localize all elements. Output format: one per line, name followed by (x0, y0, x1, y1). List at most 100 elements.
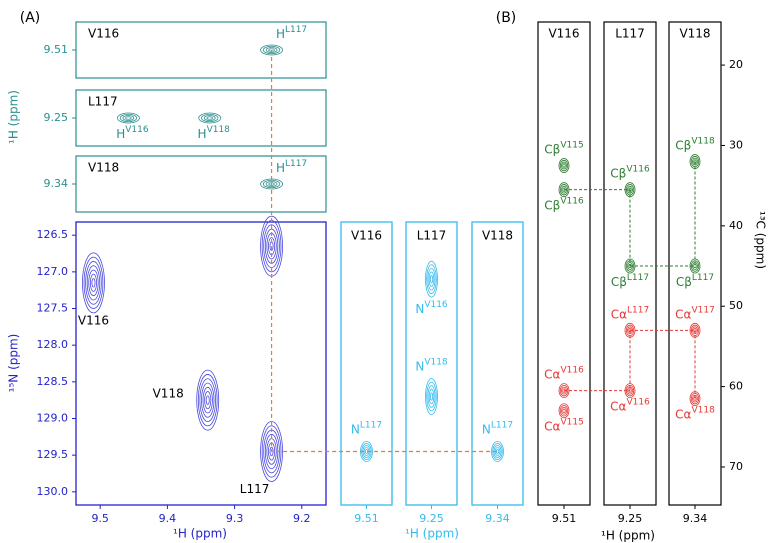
strip-frame (340, 221, 393, 506)
label-base: Cβ (611, 275, 627, 289)
contour-ring (427, 267, 436, 291)
guide-line (270, 50, 498, 453)
contour-ring (627, 185, 633, 194)
strip-name: V116 (548, 27, 579, 41)
label-base: N (482, 422, 491, 436)
label-base: N (351, 422, 360, 436)
peak-label: CαV115 (544, 417, 584, 433)
label-base: Cα (675, 307, 691, 321)
y-tick-label: 126.5 (37, 228, 69, 241)
y-tick-label: 9.51 (44, 43, 69, 56)
label-sup: V116 (626, 397, 650, 407)
contour-ring (198, 112, 222, 124)
peak-label: NV116 (415, 300, 448, 316)
peak-label: CβV116 (610, 164, 650, 180)
label-sup: V117 (691, 305, 714, 315)
contour-ring (196, 369, 220, 431)
y-tick-label: 30 (729, 138, 743, 151)
label-base: H (276, 161, 285, 175)
peak-label: HL117 (276, 25, 307, 41)
contour-ring (559, 159, 569, 172)
contour-ring (85, 261, 102, 305)
contour-ring (559, 184, 569, 196)
peak-label: CαV116 (544, 365, 584, 381)
y-tick-label: 20 (729, 58, 743, 71)
label-sup: V115 (560, 140, 583, 150)
peak-label: CαV118 (675, 405, 715, 421)
label-sup: V118 (691, 405, 715, 415)
panel-label: (B) (496, 10, 517, 26)
contour-ring (205, 395, 210, 405)
contour-ring (561, 406, 567, 415)
label-sup: L117 (627, 273, 649, 283)
label-base: Cα (544, 367, 560, 381)
peak-label: NL117 (482, 420, 513, 436)
contour-ring (426, 381, 437, 412)
label-sup: L117 (285, 159, 307, 169)
y-tick-label: 60 (729, 380, 743, 393)
contour-ring (201, 113, 219, 123)
contour-ring (206, 116, 213, 120)
contour-ring (199, 378, 216, 422)
x-tick-label: 9.2 (293, 512, 311, 525)
contour-ring (562, 163, 566, 168)
contour-ring (562, 408, 566, 413)
y-tick-label: 127.0 (37, 265, 69, 278)
contour-ring (117, 112, 140, 124)
strip-name: V118 (482, 229, 513, 243)
contour-ring (426, 264, 437, 294)
contour-ring (692, 157, 698, 166)
label-sup: L117 (491, 420, 513, 430)
contour-ring (558, 403, 570, 419)
contour-ring (559, 384, 569, 397)
y-tick-label: 128.5 (37, 375, 69, 388)
y-tick-label: 128.0 (37, 338, 69, 351)
contour-ring (558, 158, 570, 173)
contour-ring (202, 386, 213, 414)
x-tick-label: 9.3 (226, 512, 244, 525)
contour-ring (201, 382, 215, 418)
strip-name: V116 (351, 229, 382, 243)
label-base: N (415, 359, 424, 373)
label-base: Cβ (544, 198, 560, 212)
x-axis-label: ¹H (ppm) (601, 529, 655, 543)
peak-label: HL117 (276, 159, 307, 175)
label-sup: L117 (360, 420, 382, 430)
x-tick-label: 9.51 (552, 512, 577, 525)
peak-label: CβV118 (675, 136, 715, 152)
peak-label: V116 (78, 313, 109, 327)
peak-label: CαV117 (675, 305, 715, 321)
contour-ring (425, 378, 438, 415)
contour-ring (262, 179, 281, 189)
label-base: H (276, 27, 285, 41)
contour-ring (561, 161, 567, 170)
x-tick-label: 9.5 (91, 512, 109, 525)
label-base: Cβ (675, 138, 691, 152)
contour-ring (269, 446, 274, 457)
label-base: H (116, 127, 125, 141)
peak-label: CβL117 (611, 273, 649, 289)
strip-name: L117 (615, 27, 645, 41)
y-tick-label: 70 (729, 460, 743, 473)
contour-ring (428, 388, 435, 405)
label-sup: V115 (560, 417, 583, 427)
contour-ring (82, 252, 105, 314)
x-axis-label: ¹H (ppm) (405, 527, 459, 541)
label-sup: V118 (207, 125, 231, 135)
contour-ring (429, 275, 434, 284)
label-sup: L117 (285, 25, 307, 35)
contour-ring (204, 391, 212, 410)
x-axis-label: ¹H (ppm) (173, 527, 227, 541)
x-tick-label: 9.25 (618, 512, 643, 525)
contour-ring (86, 265, 101, 301)
contour-ring (491, 441, 504, 462)
contour-ring (83, 256, 104, 309)
contour-ring (692, 394, 698, 403)
x-tick-label: 9.34 (485, 512, 510, 525)
contour-ring (492, 443, 503, 460)
y-axis-label: ¹H (ppm) (7, 90, 21, 144)
peak-label: HV116 (116, 125, 149, 141)
contour-ring (89, 273, 98, 292)
contour-ring (122, 115, 135, 121)
plot-frame (75, 221, 327, 506)
